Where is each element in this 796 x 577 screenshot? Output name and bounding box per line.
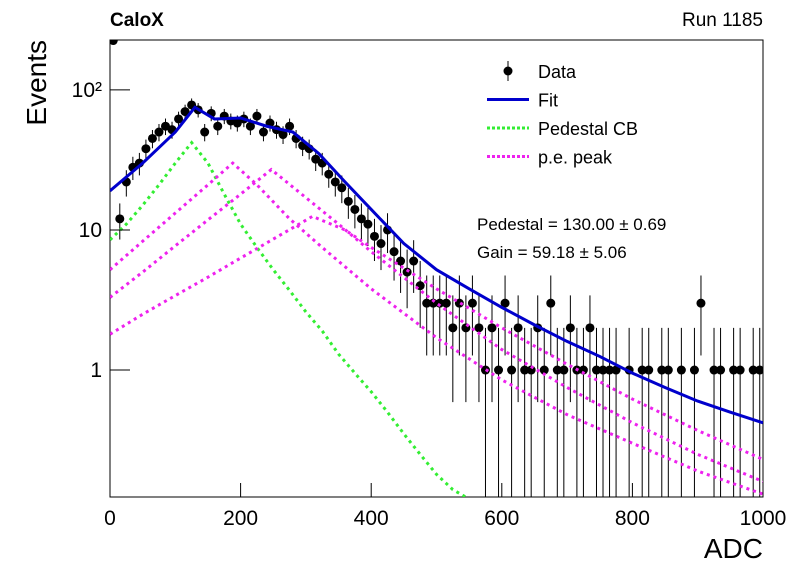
data-point (663, 365, 673, 375)
legend-label: Data (538, 62, 577, 82)
data-point (500, 298, 510, 308)
data-point (578, 365, 588, 375)
x-tick-label: 400 (354, 507, 389, 530)
data-point (141, 144, 151, 154)
legend-label: p.e. peak (538, 148, 613, 168)
data-point (559, 365, 569, 375)
y-tick-label: 1 (90, 359, 102, 382)
data-point (311, 154, 321, 164)
data-point (480, 365, 490, 375)
data-point (755, 365, 763, 375)
data-point (337, 183, 347, 193)
data-point (487, 323, 497, 333)
annotation: Gain = 59.18 ± 5.06 (477, 243, 627, 262)
x-tick-label: 1000 (740, 507, 787, 530)
data-point (520, 365, 530, 375)
run-label: Run 1185 (682, 10, 763, 31)
data-point (696, 298, 706, 308)
data-point (396, 256, 406, 266)
data-point (441, 298, 451, 308)
data-point (343, 196, 353, 206)
fit-curve (110, 105, 763, 425)
data-point (285, 121, 295, 131)
data-point (467, 298, 477, 308)
data-point (546, 298, 556, 308)
data-point (689, 365, 699, 375)
data-point (180, 107, 190, 117)
x-tick-label: 0 (104, 507, 116, 530)
data-point (258, 127, 268, 137)
data-point (147, 133, 157, 143)
plot-area (110, 40, 763, 497)
data-point (350, 204, 360, 214)
data-point (598, 365, 608, 375)
data-point (637, 365, 647, 375)
data-point (330, 177, 340, 187)
data-point (709, 365, 719, 375)
dotted-curve (110, 161, 763, 496)
chart-title: CaloX (110, 10, 164, 31)
legend-marker (503, 66, 513, 76)
data-point (363, 219, 373, 229)
data-point (716, 365, 726, 375)
data-point (232, 118, 242, 128)
data-point (376, 239, 386, 249)
data-point (245, 121, 255, 131)
annotation: Pedestal = 130.00 ± 0.69 (477, 215, 666, 234)
data-point (213, 121, 223, 131)
data-point (611, 365, 621, 375)
data-point (657, 365, 667, 375)
y-axis-label: Events (21, 40, 52, 126)
data-point (539, 365, 549, 375)
data-point (565, 323, 575, 333)
data-point (494, 365, 504, 375)
data-point (402, 267, 412, 277)
data-point (110, 40, 118, 46)
data-point (154, 127, 164, 137)
data-point (448, 323, 458, 333)
legend-label: Pedestal CB (538, 119, 638, 139)
x-axis-label: ADC (704, 533, 763, 564)
data-point (729, 365, 739, 375)
data-point (324, 169, 334, 179)
x-tick-label: 200 (223, 507, 258, 530)
data-point (200, 127, 210, 137)
data-point (591, 365, 601, 375)
data-point (356, 214, 366, 224)
x-tick-label: 800 (615, 507, 650, 530)
data-point (252, 111, 262, 121)
data-point (735, 365, 745, 375)
data-point (115, 214, 125, 224)
data-point (513, 323, 523, 333)
dotted-curve (110, 167, 763, 483)
data-point (585, 323, 595, 333)
data-point (422, 298, 432, 308)
legend-label: Fit (538, 91, 558, 111)
data-point (369, 231, 379, 241)
x-tick-label: 600 (484, 507, 519, 530)
y-tick-label: 10² (72, 79, 102, 102)
data-point (644, 365, 654, 375)
data-point (507, 365, 517, 375)
y-tick-label: 10 (79, 219, 102, 242)
data-point (409, 256, 419, 266)
data-point (474, 323, 484, 333)
dotted-curve (110, 140, 469, 497)
data-point (174, 114, 184, 124)
data-point (748, 365, 758, 375)
data-point (428, 298, 438, 308)
data-point (605, 365, 615, 375)
data-point (552, 365, 562, 375)
data-point (389, 247, 399, 257)
data-point (676, 365, 686, 375)
data-point (278, 130, 288, 140)
